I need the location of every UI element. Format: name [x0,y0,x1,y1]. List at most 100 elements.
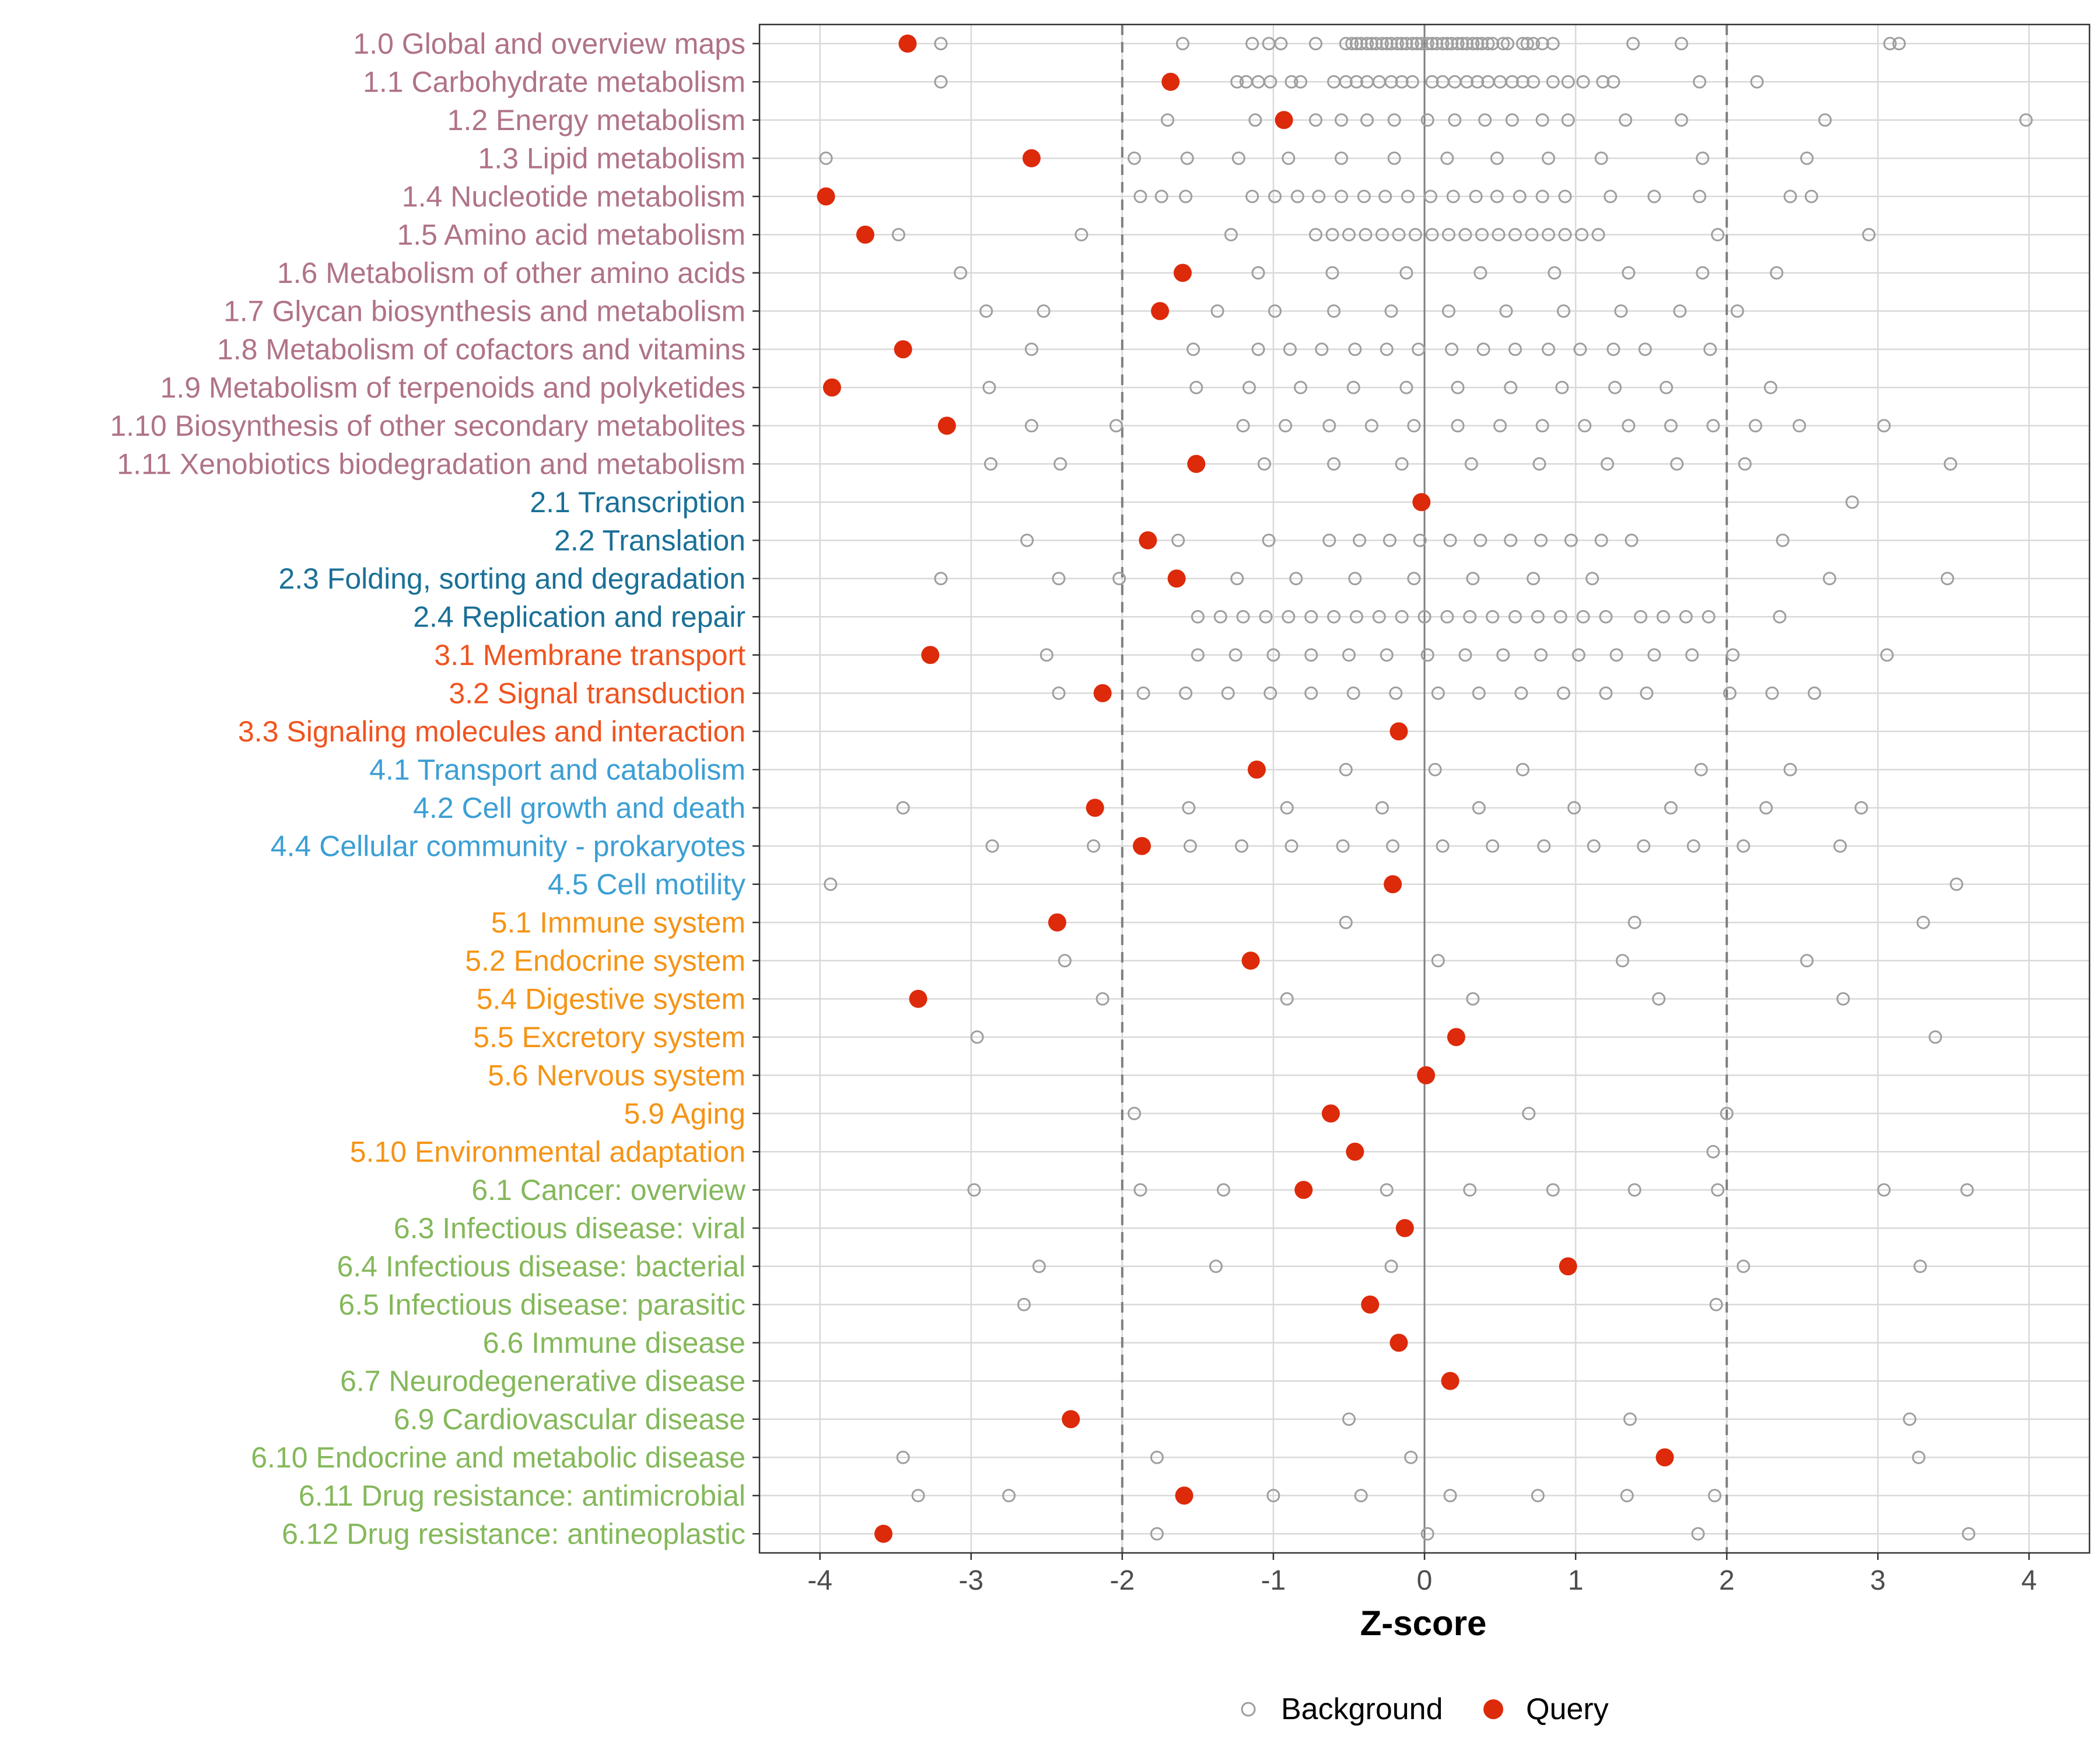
background-point [1440,610,1454,624]
background-point [1460,37,1474,51]
background-point [1346,686,1360,700]
background-point [934,75,948,89]
background-point [1436,75,1450,89]
category-label: 1.3 Lipid metabolism [478,142,746,174]
background-point [1239,75,1253,89]
background-point [1674,113,1688,127]
background-point [1730,304,1744,318]
background-point [1133,190,1147,204]
background-point [1836,992,1850,1006]
background-point [1315,342,1329,356]
background-point [1594,533,1608,547]
background-point [1711,1183,1725,1197]
background-point [1133,1183,1147,1197]
background-point [1883,37,1897,51]
background-point [1492,228,1506,242]
query-point [1086,799,1104,817]
background-point [1058,954,1072,968]
background-point [1399,266,1413,280]
background-point [1384,75,1398,89]
background-point [1469,190,1483,204]
background-point [1404,1450,1418,1464]
background-point [1445,342,1459,356]
background-point [967,1183,981,1197]
background-point [1478,113,1492,127]
background-point [1405,75,1419,89]
background-point [1737,839,1751,853]
background-point [1481,37,1495,51]
background-point [1213,610,1227,624]
background-point [1408,228,1422,242]
query-point [1447,1028,1465,1047]
background-point [1418,610,1432,624]
background-point [1916,915,1930,929]
background-point [1360,75,1374,89]
background-point [1822,572,1836,586]
background-point [1392,228,1406,242]
background-point [1476,342,1490,356]
background-point [1567,801,1581,815]
background-point [1535,113,1549,127]
background-point [1505,75,1519,89]
background-point [1534,648,1548,662]
background-point [1389,686,1403,700]
background-point [1912,1450,1926,1464]
background-point [1412,342,1426,356]
background-point [1443,533,1457,547]
background-point [1423,190,1437,204]
background-point [1622,266,1636,280]
query-point [937,417,956,435]
background-point [1522,1107,1536,1121]
background-point [1623,1412,1637,1426]
background-point [1525,228,1539,242]
background-point [1245,37,1259,51]
background-point [1268,304,1282,318]
background-point [1773,610,1787,624]
background-point [1686,839,1700,853]
category-label: 1.10 Biosynthesis of other secondary met… [110,410,746,442]
query-point [1412,493,1431,512]
x-tick-label: 0 [1417,1565,1433,1596]
background-point [1230,572,1244,586]
query-point [1390,722,1408,741]
background-point [1576,75,1590,89]
background-point [1541,342,1555,356]
background-point [1940,572,1954,586]
background-point [1647,648,1661,662]
background-point [1380,342,1394,356]
background-point [1601,457,1614,471]
background-point [1558,190,1572,204]
background-point [1349,610,1363,624]
background-point [1441,304,1455,318]
background-point [1428,762,1442,776]
background-point [1481,75,1495,89]
query-point [1346,1142,1364,1161]
background-point [954,266,968,280]
background-point [1375,37,1389,51]
background-point [1420,1527,1434,1541]
background-point [1594,151,1608,165]
background-point [1109,419,1123,433]
query-point [894,340,912,359]
background-point [1209,1259,1223,1273]
background-point [1191,610,1205,624]
category-label: 5.10 Environmental adaptation [350,1135,746,1168]
background-point [1440,151,1454,165]
background-point [1664,419,1678,433]
background-point [1312,190,1326,204]
background-point [1395,610,1409,624]
background-point [1471,75,1485,89]
background-point [1335,190,1348,204]
background-point [1282,610,1296,624]
background-point [1534,533,1548,547]
background-point [1619,113,1633,127]
background-point [1236,610,1250,624]
background-point [1024,342,1038,356]
background-point [1349,37,1363,51]
background-point [1448,113,1462,127]
background-point [1535,190,1549,204]
background-point [1040,648,1054,662]
background-point [1608,380,1622,394]
query-point [1022,149,1041,167]
background-point [1738,457,1752,471]
